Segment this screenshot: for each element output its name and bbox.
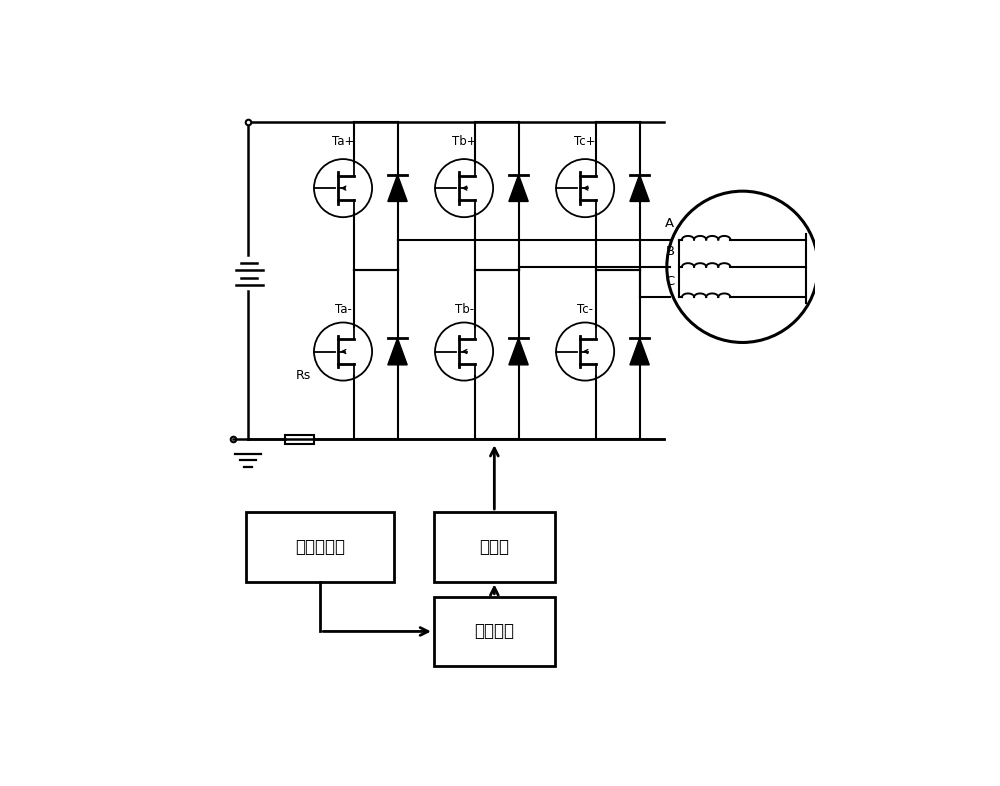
Text: 电流检测器: 电流检测器 bbox=[295, 538, 345, 556]
Polygon shape bbox=[630, 338, 649, 365]
Polygon shape bbox=[388, 338, 407, 365]
Text: 驱动器: 驱动器 bbox=[479, 538, 509, 556]
Text: Ta+: Ta+ bbox=[332, 135, 354, 149]
Text: 微处理器: 微处理器 bbox=[474, 623, 514, 641]
Polygon shape bbox=[388, 174, 407, 201]
Text: Tb+: Tb+ bbox=[452, 135, 476, 149]
Bar bbox=[246, 512, 394, 582]
Bar bbox=[434, 512, 555, 582]
Polygon shape bbox=[509, 174, 528, 201]
Bar bbox=[434, 597, 555, 667]
Text: C: C bbox=[665, 275, 674, 288]
Text: Tc-: Tc- bbox=[577, 303, 593, 317]
Polygon shape bbox=[509, 338, 528, 365]
Bar bbox=[285, 435, 314, 443]
Text: Tc+: Tc+ bbox=[574, 135, 596, 149]
Text: Tb-: Tb- bbox=[455, 303, 474, 317]
Text: Ta-: Ta- bbox=[335, 303, 351, 317]
Text: A: A bbox=[665, 218, 674, 230]
Text: B: B bbox=[665, 244, 674, 258]
Text: Rs: Rs bbox=[296, 369, 311, 382]
Polygon shape bbox=[630, 174, 649, 201]
